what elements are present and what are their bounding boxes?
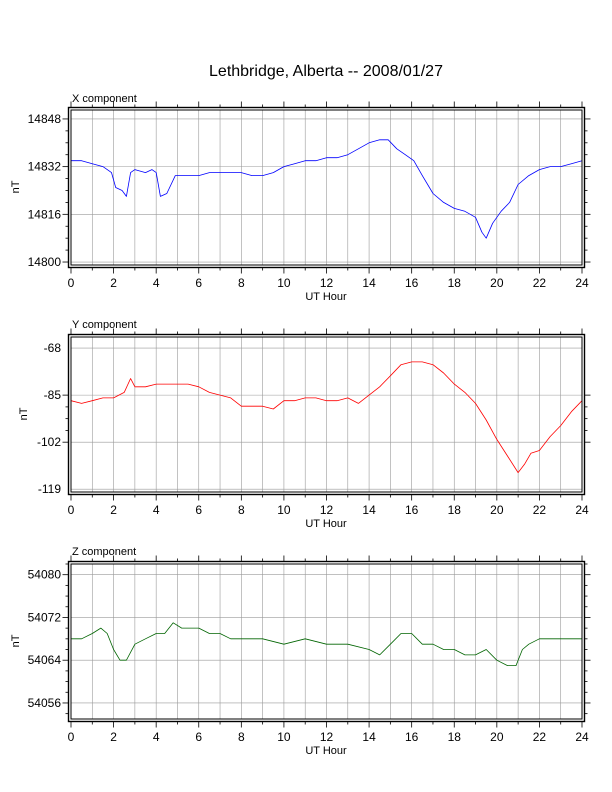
y-xtick-label: 16 <box>405 503 419 517</box>
x-plot-frame <box>70 109 583 266</box>
x-component-xlabel: UT Hour <box>305 291 347 303</box>
x-xtick-label: 2 <box>110 276 117 290</box>
y-component-label: Y component <box>72 319 137 331</box>
z-component-series-line <box>71 622 582 666</box>
x-xtick-label: 18 <box>448 276 462 290</box>
z-component-label: Z component <box>72 546 136 558</box>
x-xtick-label: 0 <box>68 276 75 290</box>
y-component-series-line <box>70 361 583 474</box>
x-xtick-label: 4 <box>153 276 160 290</box>
y-xtick-label: 2 <box>110 503 117 517</box>
y-xtick-label: 18 <box>448 503 462 517</box>
x-xtick-label: 22 <box>533 276 547 290</box>
z-ytick-label: 54080 <box>28 568 62 582</box>
y-ytick-label: -119 <box>38 482 61 496</box>
y-ytick-label: -102 <box>37 435 61 449</box>
x-xtick-label: 16 <box>405 276 419 290</box>
x-ytick-label: 14816 <box>28 207 62 221</box>
y-xtick-label: 0 <box>68 503 75 517</box>
z-ytick-label: 54056 <box>28 696 62 710</box>
y-plot-frame <box>70 336 583 493</box>
z-xtick-label: 18 <box>448 730 462 744</box>
x-ytick-label: 14832 <box>28 160 62 174</box>
z-ytick-label: 54072 <box>28 610 62 624</box>
x-component-panel: X component 0 2 4 6 8 10 12 14 16 18 20 22 241480014… <box>10 93 591 303</box>
z-xtick-label: 20 <box>490 730 504 744</box>
y-xtick-label: 22 <box>533 503 547 517</box>
x-ytick-label: 14800 <box>28 255 62 269</box>
z-xtick-label: 12 <box>320 730 334 744</box>
z-xtick-label: 4 <box>153 730 160 744</box>
z-ytick-label: 54064 <box>28 653 62 667</box>
z-xtick-label: 0 <box>68 730 75 744</box>
z-xtick-label: 2 <box>110 730 117 744</box>
x-xtick-label: 20 <box>490 276 504 290</box>
z-component-ylabel: nT <box>10 634 22 647</box>
x-ytick-label: 14848 <box>28 112 62 126</box>
z-component-panel: Z component 0 2 4 6 8 10 12 14 16 18 20 22 245405654… <box>10 546 591 757</box>
x-xtick-label: 10 <box>277 276 291 290</box>
z-xtick-label: 14 <box>362 730 376 744</box>
y-component-xlabel: UT Hour <box>305 518 347 530</box>
y-component-panel: Y component 0 2 4 6 8 10 12 14 16 18 20 22 24-68-85-… <box>18 319 591 530</box>
z-xtick-label: 10 <box>277 730 291 744</box>
z-xtick-label: 24 <box>575 730 589 744</box>
y-xtick-label: 6 <box>195 503 202 517</box>
y-component-ylabel: nT <box>18 407 30 420</box>
y-xtick-label: 12 <box>320 503 334 517</box>
x-xtick-label: 6 <box>195 276 202 290</box>
z-plot-frame <box>70 563 583 720</box>
y-ytick-label: -68 <box>44 341 62 355</box>
y-xtick-label: 24 <box>575 503 589 517</box>
z-xtick-label: 22 <box>533 730 547 744</box>
y-xtick-label: 10 <box>277 503 291 517</box>
y-xtick-label: 4 <box>153 503 160 517</box>
x-xtick-label: 14 <box>362 276 376 290</box>
y-xtick-label: 8 <box>238 503 245 517</box>
z-component-xlabel: UT Hour <box>305 745 347 757</box>
y-xtick-label: 20 <box>490 503 504 517</box>
z-xtick-label: 16 <box>405 730 419 744</box>
y-ytick-label: -85 <box>44 388 62 402</box>
z-xtick-label: 6 <box>195 730 202 744</box>
x-component-series-line <box>71 139 583 239</box>
y-xtick-label: 14 <box>362 503 376 517</box>
x-xtick-label: 24 <box>575 276 589 290</box>
chart-title: Lethbridge, Alberta -- 2008/01/27 <box>209 63 443 80</box>
x-xtick-label: 8 <box>238 276 245 290</box>
x-component-ylabel: nT <box>10 180 22 193</box>
z-xtick-label: 8 <box>238 730 245 744</box>
x-xtick-label: 12 <box>320 276 334 290</box>
x-component-label: X component <box>72 93 137 105</box>
